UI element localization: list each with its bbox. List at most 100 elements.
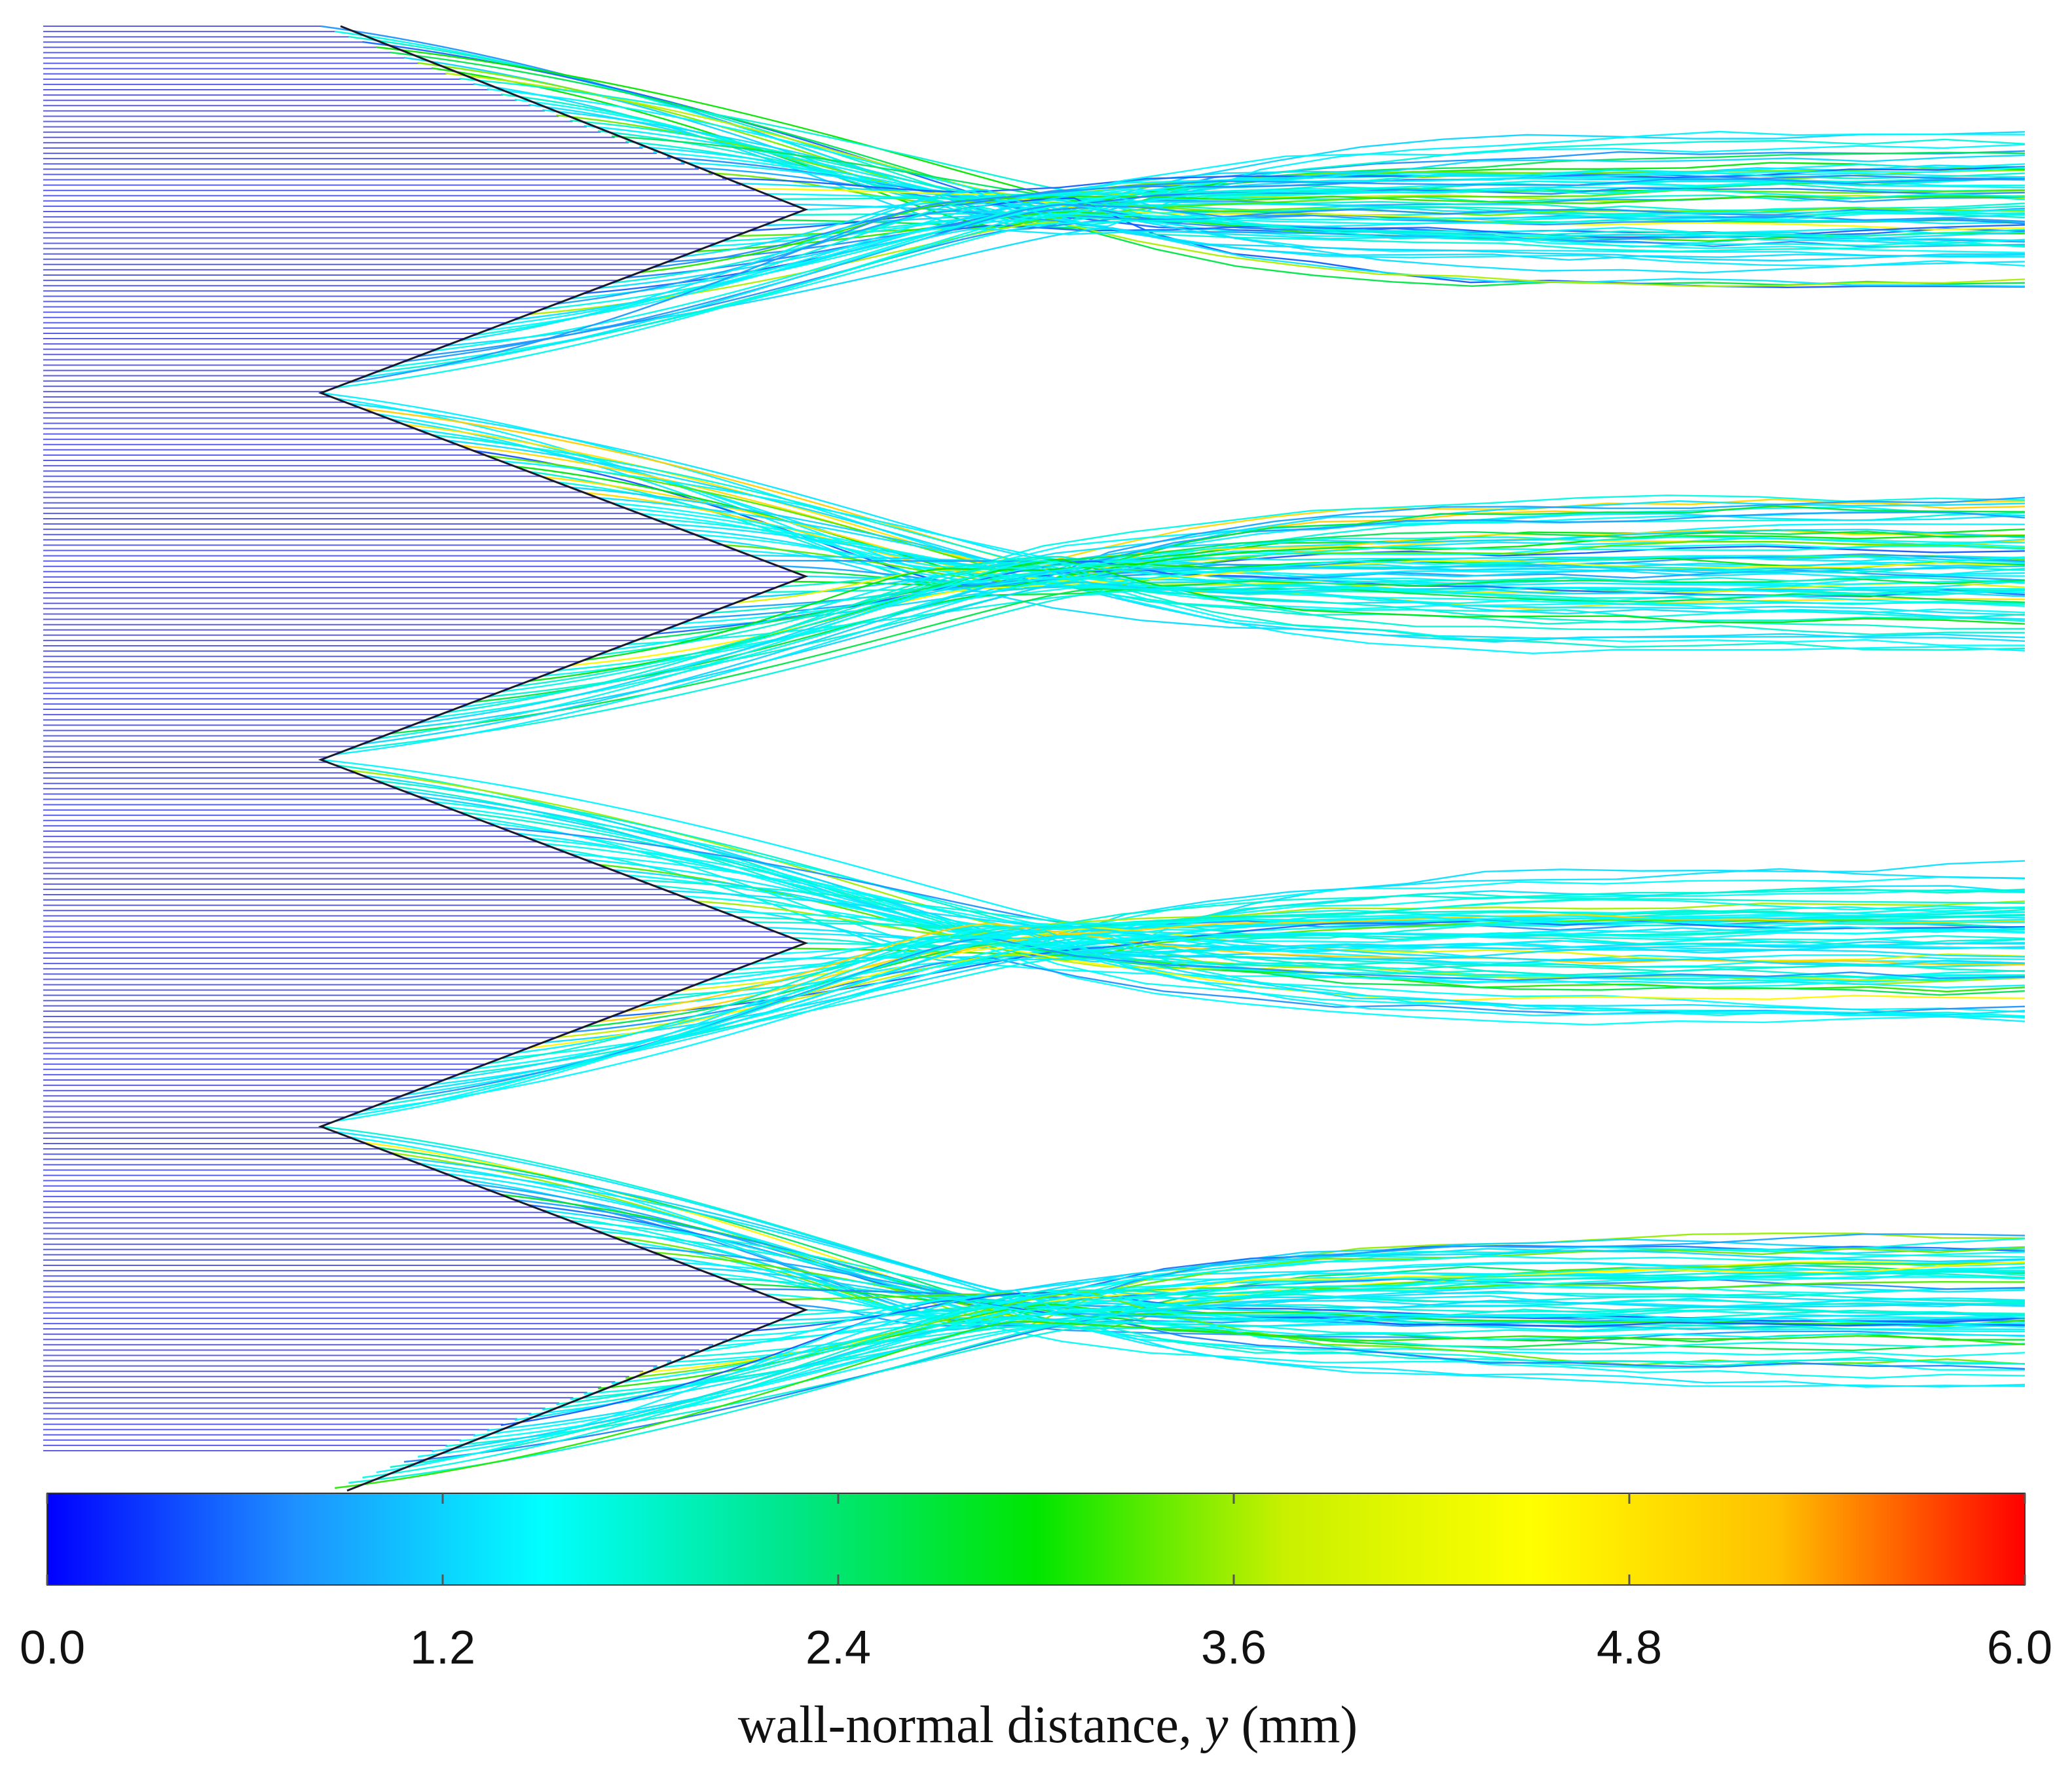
streamline xyxy=(542,842,2026,927)
streamline xyxy=(473,1308,2026,1437)
streamline xyxy=(542,950,2026,1044)
streamline xyxy=(376,1298,2026,1474)
streamline xyxy=(362,228,2026,379)
streamline xyxy=(459,77,2026,203)
streamline xyxy=(403,204,2026,363)
streamline xyxy=(362,1316,2026,1479)
streamline xyxy=(431,800,2026,930)
streamline xyxy=(403,929,2026,1096)
streamline xyxy=(694,1249,2026,1299)
streamline xyxy=(597,1303,2026,1390)
streamline xyxy=(750,934,2026,1018)
streamline xyxy=(556,481,2026,572)
streamline xyxy=(487,166,2026,331)
streamline xyxy=(722,540,2026,584)
streamline xyxy=(570,560,2026,667)
streamline xyxy=(348,1270,2026,1484)
streamline xyxy=(334,916,2026,1123)
streamline xyxy=(528,1290,2026,1416)
streamline xyxy=(708,570,2026,624)
streamline xyxy=(487,935,2026,1065)
streamline xyxy=(431,202,2026,352)
streamline xyxy=(750,1292,2026,1332)
streamline xyxy=(390,587,2026,735)
streamline xyxy=(459,190,2026,342)
streamline xyxy=(514,1289,2026,1421)
streamline xyxy=(348,402,2026,578)
streamline xyxy=(805,1309,2026,1388)
streamline xyxy=(500,536,2026,693)
streamline xyxy=(722,899,2026,976)
streamline xyxy=(473,816,2026,948)
streamline xyxy=(542,1209,2026,1297)
streamline xyxy=(653,560,2026,635)
streamline xyxy=(556,210,2026,305)
colorbar: 0.0 1.2 2.4 3.6 4.8 6.0 wall-normal dist… xyxy=(20,1493,2052,1754)
streamline xyxy=(348,925,2026,1117)
colorbar-tick-label: 1.2 xyxy=(410,1622,475,1674)
streamline xyxy=(570,1220,2026,1317)
streamline xyxy=(583,942,2026,1028)
streamline xyxy=(445,1172,2026,1325)
wedge-outlines xyxy=(318,25,809,1492)
colorbar-tick-label: 3.6 xyxy=(1201,1622,1267,1674)
streamline xyxy=(390,1272,2026,1468)
colorbar-gradient xyxy=(46,1493,2026,1586)
colorbar-title-variable: y xyxy=(1200,1696,1229,1754)
streamline xyxy=(334,583,2026,756)
streamline xyxy=(639,195,2026,274)
streamline xyxy=(334,208,2026,389)
streamline xyxy=(639,1233,2026,1309)
streamline xyxy=(514,1199,2026,1330)
streamline xyxy=(542,555,2026,677)
streamline xyxy=(376,413,2026,589)
streamline xyxy=(431,434,2026,575)
colorbar-tick-label: 2.4 xyxy=(805,1622,871,1674)
streamline xyxy=(694,1298,2026,1358)
streamline xyxy=(639,531,2026,641)
streamline xyxy=(362,563,2026,745)
streamline xyxy=(597,914,2026,1023)
streamline xyxy=(667,523,2026,572)
streamline xyxy=(473,189,2026,337)
streamline xyxy=(487,1312,2026,1432)
colorbar-title-prefix: wall-normal distance, xyxy=(738,1696,1205,1754)
streamline xyxy=(570,119,2026,219)
streamline xyxy=(708,1272,2026,1319)
streamline xyxy=(583,557,2026,661)
streamline xyxy=(514,575,2026,688)
streamline xyxy=(625,1291,2026,1379)
streamline xyxy=(528,837,2026,940)
streamline xyxy=(736,888,2026,938)
colorbar-title: wall-normal distance, y (mm) xyxy=(738,1696,1358,1754)
streamline xyxy=(390,937,2026,1102)
streamline xyxy=(348,575,2026,751)
streamline xyxy=(736,182,2026,223)
colorbar-title-unit: (mm) xyxy=(1228,1696,1358,1754)
streamline xyxy=(694,900,2026,937)
streamline xyxy=(417,587,2026,724)
streamline xyxy=(708,1290,2026,1379)
streamline xyxy=(403,1318,2026,1463)
streamline xyxy=(431,572,2026,719)
streamline xyxy=(680,1261,2026,1305)
streamline xyxy=(500,93,2026,206)
streamline xyxy=(750,889,2026,929)
streamline xyxy=(334,1320,2026,1489)
colorbar-tick-label: 4.8 xyxy=(1597,1622,1662,1674)
colorbar-tick-label: 6.0 xyxy=(1987,1622,2052,1674)
streamline xyxy=(777,1280,2026,1301)
streamline xyxy=(334,1130,2026,1319)
streamline xyxy=(348,178,2026,384)
streamline xyxy=(542,475,2026,584)
streamline xyxy=(362,911,2026,1112)
streamline xyxy=(320,758,2026,961)
streamline xyxy=(597,557,2026,656)
streamline xyxy=(445,806,2026,947)
streamline xyxy=(764,1305,2026,1329)
colorbar-tick-label: 0.0 xyxy=(20,1622,85,1674)
streamline xyxy=(805,194,2026,258)
streamline xyxy=(445,563,2026,714)
streamline xyxy=(556,1289,2026,1406)
